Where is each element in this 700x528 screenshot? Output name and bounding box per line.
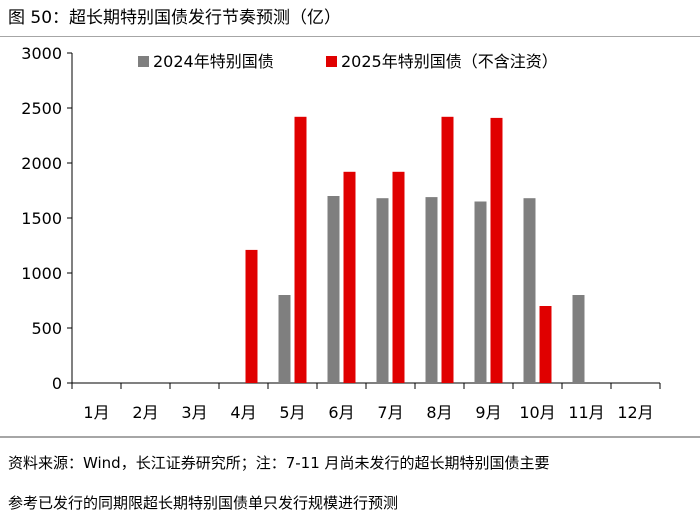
bar-2025 (490, 117, 503, 384)
x-tick-label: 3月 (181, 403, 207, 422)
legend-label-2025: 2025年特别国债（不含注资） (341, 52, 558, 71)
footer-divider (0, 436, 700, 438)
x-tick-label: 12月 (617, 403, 653, 422)
bar-2025 (441, 116, 454, 384)
x-tick-label: 10月 (519, 403, 555, 422)
figure-title: 图 50：超长期特别国债发行节奏预测（亿） (8, 8, 342, 28)
legend-label-2024: 2024年特别国债 (153, 52, 274, 71)
bar-2024 (278, 295, 291, 383)
x-tick-label: 11月 (568, 403, 604, 422)
x-tick-label: 9月 (475, 403, 501, 422)
x-tick-label: 5月 (279, 403, 305, 422)
x-tick-label: 7月 (377, 403, 403, 422)
x-tick-label: 2月 (132, 403, 158, 422)
y-tick-label: 0 (52, 374, 62, 393)
bar-2024 (376, 198, 389, 383)
bar-2025 (245, 249, 258, 383)
bar-2025 (343, 171, 356, 383)
bar-2025 (539, 306, 552, 383)
legend-swatch-2024 (138, 56, 149, 67)
x-tick-label: 8月 (426, 403, 452, 422)
y-tick-label: 1500 (21, 209, 62, 228)
x-tick-label: 4月 (230, 403, 256, 422)
y-tick-label: 2500 (21, 99, 62, 118)
bar-2024 (425, 197, 438, 383)
y-tick-label: 1000 (21, 264, 62, 283)
legend-swatch-2025 (326, 56, 337, 67)
bar-2024 (572, 295, 585, 383)
bar-2025 (294, 116, 307, 384)
source-note: 资料来源：Wind，长江证券研究所；注：7-11 月尚未发行的超长期特别国债主要 (8, 454, 550, 472)
bar-2025 (392, 171, 405, 383)
source-note-continued: 参考已发行的同期限超长期特别国债单只发行规模进行预测 (8, 494, 399, 512)
x-tick-label: 6月 (328, 403, 354, 422)
title-divider (0, 36, 700, 37)
bar-2024 (523, 198, 536, 383)
bar-2024 (327, 196, 340, 383)
y-tick-label: 3000 (21, 44, 62, 63)
y-tick-label: 500 (31, 319, 62, 338)
y-tick-label: 2000 (21, 154, 62, 173)
x-tick-label: 1月 (83, 403, 109, 422)
bar-2024 (474, 201, 487, 383)
